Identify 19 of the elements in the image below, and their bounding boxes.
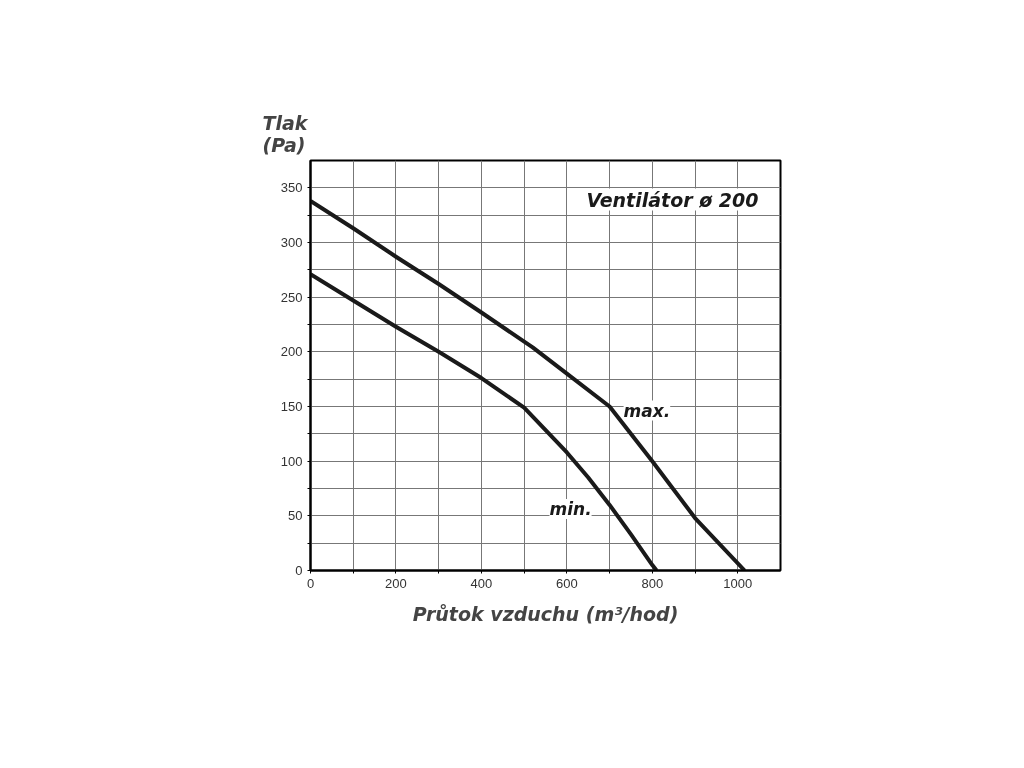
x-tick-label: 800	[641, 575, 664, 591]
x-tick-label: 1000	[723, 575, 753, 591]
series-label: min.	[549, 498, 592, 519]
y-tick-label: 50	[288, 508, 303, 524]
series-label: max.	[623, 400, 671, 421]
y-tick-label: 100	[280, 453, 303, 469]
y-tick-label: 250	[280, 289, 303, 305]
x-tick-label: 200	[385, 575, 407, 591]
y-tick-label: 200	[280, 344, 303, 360]
text: Ventilátor ø 200	[586, 188, 759, 211]
y-tick-label: 150	[280, 399, 303, 414]
y-tick-label: 300	[280, 235, 303, 250]
y-axis-title: Tlak (Pa)	[262, 111, 309, 156]
x-tick-label: 0	[306, 575, 315, 591]
x-tick-label: 600	[556, 575, 578, 591]
x-tick-label: 400	[470, 575, 493, 591]
x-axis-title: Průtok vzduchu (m³/hod)	[412, 602, 679, 625]
y-tick-label: 0	[295, 563, 303, 578]
y-tick-label: 350	[280, 180, 303, 196]
